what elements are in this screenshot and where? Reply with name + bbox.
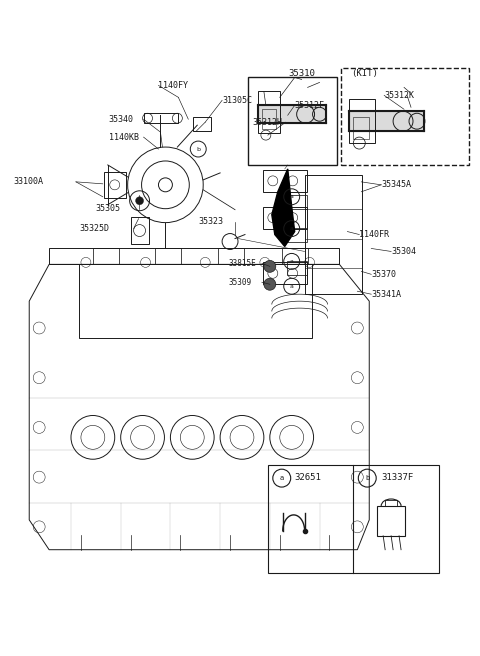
Bar [156,249,181,264]
Text: 35340: 35340 [109,115,134,124]
Text: 35312F: 35312F [295,101,324,110]
Bar [93,249,119,264]
Text: 35310: 35310 [288,69,315,78]
Bar [263,170,307,192]
Bar [104,172,126,197]
Text: a: a [290,194,294,199]
Text: 35304: 35304 [391,247,416,256]
Polygon shape [272,169,295,247]
Text: 31337F: 31337F [381,472,413,482]
Text: 35341A: 35341A [371,290,401,298]
Bar [144,113,179,123]
Text: (KIT): (KIT) [351,69,378,78]
Bar [131,216,148,245]
Bar [258,91,280,133]
Bar [268,465,439,573]
Text: a: a [280,475,284,481]
Text: 33100A: 33100A [13,177,43,186]
Bar [248,77,337,165]
Text: b: b [196,146,200,152]
Text: 35312H: 35312H [252,117,282,127]
Bar [287,228,307,241]
Text: a: a [290,259,294,264]
Bar [341,68,468,165]
Bar [262,110,276,129]
Bar [263,262,307,284]
Bar [305,175,362,294]
Text: 35370: 35370 [371,270,396,279]
Text: 35309: 35309 [228,277,251,287]
Text: 1140FY: 1140FY [158,81,189,90]
Text: 35345A: 35345A [381,180,411,190]
Circle shape [264,278,276,290]
Text: 1140FR: 1140FR [360,230,389,239]
Bar [377,506,405,536]
Text: 35305: 35305 [96,204,121,213]
Bar [263,207,307,228]
Bar [282,249,308,264]
Bar [287,195,307,209]
Text: 33815E: 33815E [228,259,256,268]
Text: 32651: 32651 [295,472,322,482]
Text: 35323: 35323 [198,217,223,226]
Text: b: b [365,475,370,481]
Text: a: a [290,226,294,231]
Circle shape [264,260,276,272]
Text: a: a [290,284,294,289]
Text: 31305C: 31305C [222,96,252,105]
Bar [385,500,397,506]
Bar [193,117,211,131]
Text: 35312K: 35312K [384,91,414,100]
Text: 35325D: 35325D [79,224,109,233]
Bar [287,261,307,276]
Text: 1140KB: 1140KB [109,133,139,142]
Bar [349,99,375,143]
Bar [353,117,369,139]
Circle shape [136,197,144,205]
Bar [218,249,244,264]
